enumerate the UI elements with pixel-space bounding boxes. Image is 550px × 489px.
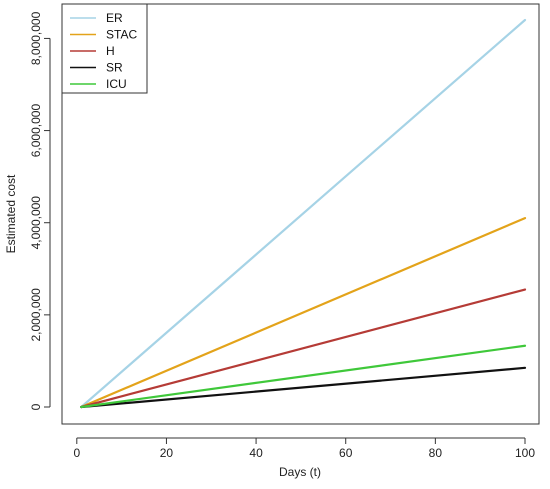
series-layer <box>80 18 527 409</box>
legend-label-stac: STAC <box>106 28 137 42</box>
legend-label-h: H <box>106 44 115 58</box>
x-tick-label: 40 <box>249 446 263 460</box>
y-axis: 0 2,000,000 4,000,000 6,000,000 8,000,000 <box>29 11 51 410</box>
y-tick-label: 8,000,000 <box>29 11 43 65</box>
series-line-h <box>80 288 527 409</box>
x-tick-label: 0 <box>73 446 80 460</box>
legend-label-icu: ICU <box>106 77 127 91</box>
legend-label-sr: SR <box>106 61 123 75</box>
plot-frame <box>61 3 540 425</box>
legend-label-er: ER <box>106 11 123 25</box>
legend-box <box>61 3 148 94</box>
x-axis: 0 20 40 60 80 100 <box>73 437 535 460</box>
series-line-sr <box>80 366 527 409</box>
series-line-stac <box>80 217 527 409</box>
y-tick-label: 0 <box>29 403 43 410</box>
series-line-er <box>80 18 527 409</box>
x-tick-label: 100 <box>515 446 535 460</box>
x-tick-label: 60 <box>339 446 353 460</box>
legend: ER STAC H SR ICU <box>61 3 148 94</box>
series-line-icu <box>80 344 527 409</box>
y-tick-label: 2,000,000 <box>29 288 43 342</box>
y-tick-label: 4,000,000 <box>29 196 43 250</box>
x-tick-label: 80 <box>429 446 443 460</box>
y-axis-title: Estimated cost <box>4 174 18 253</box>
x-tick-label: 20 <box>160 446 174 460</box>
x-axis-title: Days (t) <box>279 465 321 479</box>
y-tick-label: 6,000,000 <box>29 104 43 158</box>
